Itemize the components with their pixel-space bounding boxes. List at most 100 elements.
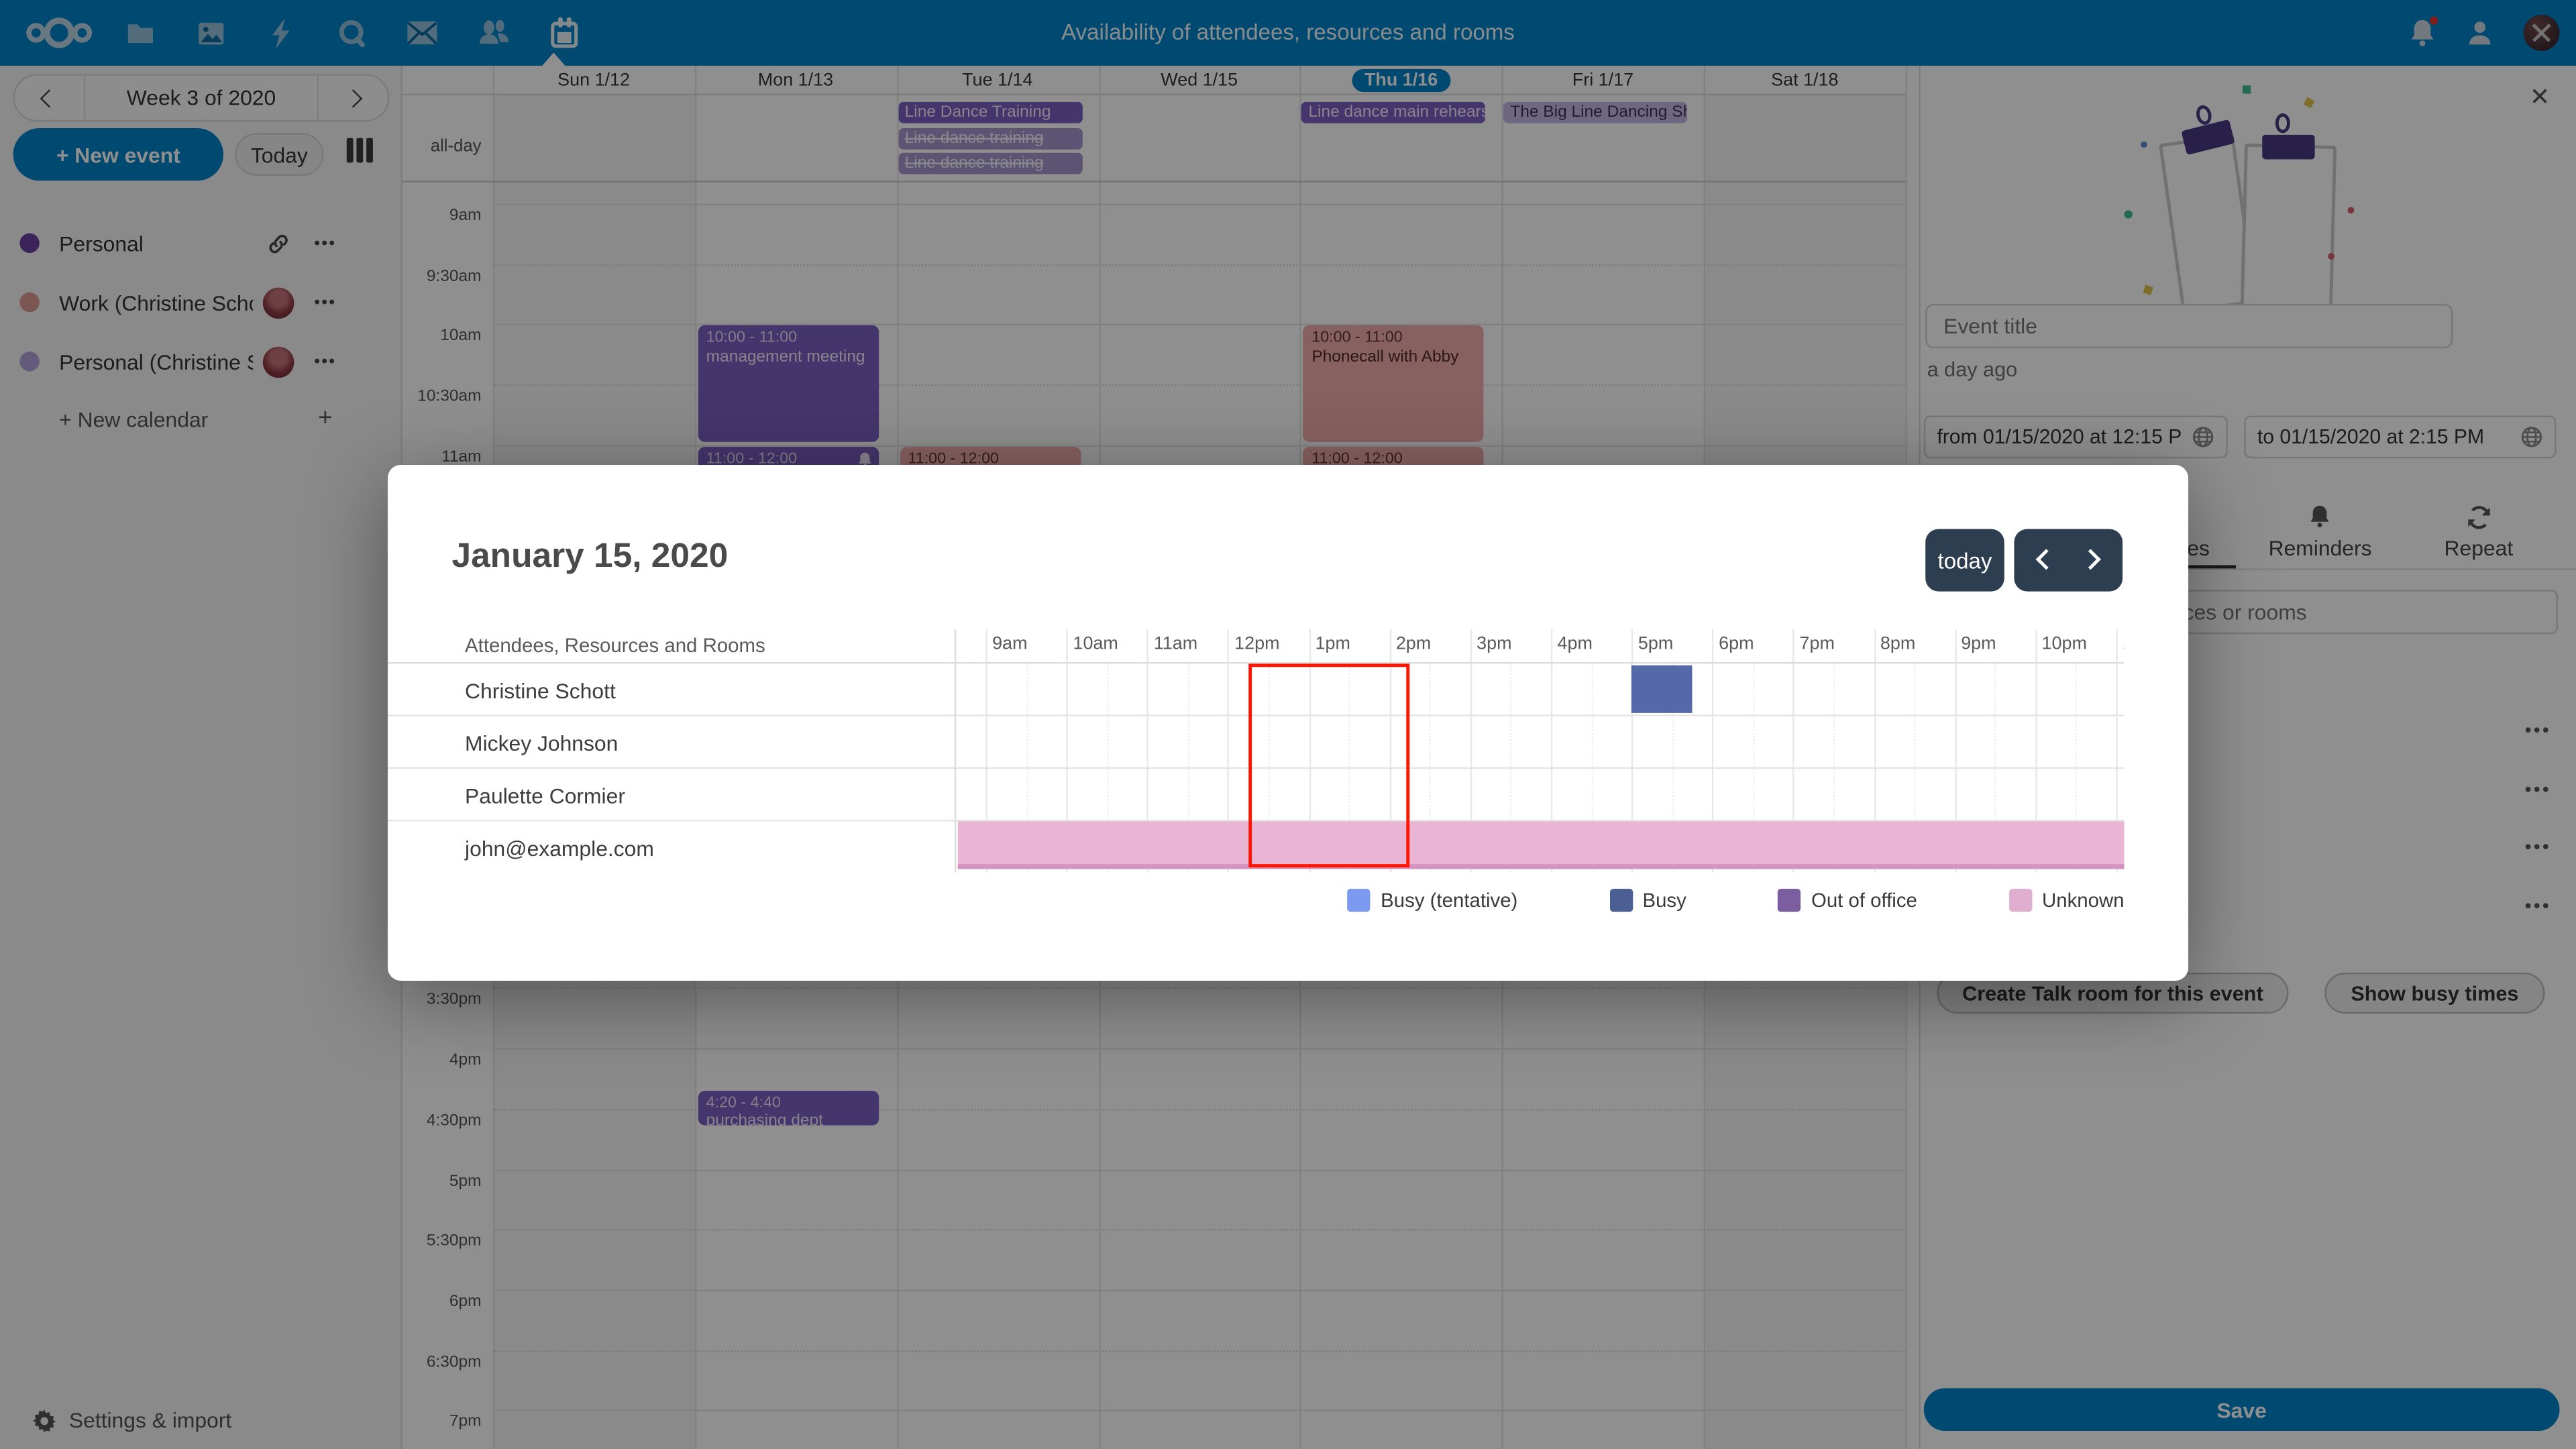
allday-event[interactable]: Line dance training [898,152,1082,174]
calendar-label: Work (Christine Schott) [59,290,253,315]
nextcloud-logo-icon[interactable] [21,13,97,53]
contacts-icon[interactable] [475,15,511,51]
day-header[interactable]: Sat 1/18 [1704,66,1906,94]
day-header[interactable]: Thu 1/16 [1300,66,1502,94]
share-link-icon[interactable] [260,227,296,260]
tab-reminders[interactable]: Reminders [2241,502,2399,570]
time-gutter-label: 7pm [449,1413,482,1432]
event-title: purchasing dept [706,1112,823,1126]
time-gutter-label: 6:30pm [426,1353,482,1372]
grid-line [492,1350,1906,1352]
files-icon[interactable] [121,15,158,51]
calendar-event[interactable]: 10:00 - 11:00 management meeting [698,325,879,442]
new-calendar-plus-icon[interactable]: + [318,404,333,433]
event-time: 10:00 - 11:00 [706,329,798,347]
save-button[interactable]: Save [1923,1388,2560,1432]
tab-repeat[interactable]: Repeat [2400,502,2558,570]
event-time: 4:20 - 4:40 [706,1093,781,1112]
availability-table: Attendees, Resources and Rooms 9am 10am 11… [387,629,2125,873]
modal-hour-label: 1pm [1315,634,1350,654]
to-datetime-field[interactable]: to 01/15/2020 at 2:15 PM [2244,415,2557,459]
calendar-actions-menu[interactable]: ••• [314,352,337,371]
modal-grid-line [1874,629,1876,873]
event-title-field[interactable]: Event title [1925,304,2453,349]
show-busy-times-button[interactable]: Show busy times [2324,972,2545,1014]
timezone-globe-icon[interactable] [2520,425,2543,448]
availability-modal: January 15, 2020 today Attendees, Resour… [387,465,2189,981]
legend-swatch [1609,888,1633,912]
event-time: 10:00 - 11:00 [1311,329,1403,347]
day-header[interactable]: Sun 1/12 [493,66,695,94]
calendar-icon[interactable] [545,15,582,51]
legend-item: Busy (tentative) [1348,888,1517,912]
modal-grid-line [1631,629,1633,873]
calendar-color-dot [19,352,40,372]
notifications-bell-icon[interactable] [2408,16,2438,48]
week-label[interactable]: Week 3 of 2020 [126,85,276,111]
day-header-label: Thu 1/16 [1351,68,1451,91]
notification-dot [2430,16,2438,25]
modal-hour-label: 9pm [1961,634,1996,654]
row-actions-menu[interactable]: ••• [2524,897,2552,917]
availability-selection[interactable] [1248,663,1410,868]
modal-prev-next-buttons [2014,529,2123,592]
modal-grid-line [985,629,987,873]
allday-event[interactable]: Line dance training [898,127,1082,149]
settings-import-button[interactable]: Settings & import [32,1408,231,1433]
modal-grid-line [1954,629,1956,873]
allday-event[interactable]: Line dance main rehearsal [1301,101,1486,123]
day-header[interactable]: Mon 1/13 [695,66,897,94]
day-header[interactable]: Tue 1/14 [896,66,1098,94]
modal-today-button[interactable]: today [1925,529,2004,592]
modal-hour-label: 3pm [1477,634,1512,654]
availability-busy-block [1631,665,1693,713]
modal-hour-label: 5pm [1638,634,1674,654]
modal-hour-label: 7pm [1799,634,1835,654]
row-actions-menu[interactable]: ••• [2524,780,2552,800]
photos-icon[interactable] [193,15,229,51]
from-datetime-value: from 01/15/2020 at 12:15 PM [1937,425,2184,449]
new-event-button[interactable]: + New event [13,128,224,181]
calendar-color-dot [19,292,40,313]
modal-hour-label: 12pm [1234,634,1280,654]
next-day-button[interactable] [2080,545,2101,575]
grid-line [492,1169,1906,1171]
sidebar-calendar-item[interactable]: Personal ••• [0,227,402,260]
modal-grid-line [1550,629,1553,873]
row-actions-menu[interactable]: ••• [2524,721,2552,741]
previous-day-button[interactable] [2035,545,2057,575]
sidebar-calendar-item[interactable]: Personal (Christine Scho…) ••• [0,345,402,378]
day-header[interactable]: Fri 1/17 [1502,66,1704,94]
sidebar-calendar-item[interactable]: Work (Christine Schott) ••• [0,286,402,319]
calendar-event[interactable]: 4:20 - 4:40 purchasing dept [698,1089,879,1126]
grid-line [492,203,1906,206]
attendee-name: Paulette Cormier [465,784,625,808]
calendar-actions-menu[interactable]: ••• [314,233,337,252]
today-button[interactable]: Today [235,133,324,176]
contacts-menu-icon[interactable] [2466,18,2494,48]
calendar-event[interactable]: 10:00 - 11:00 Phonecall with Abby [1303,325,1485,442]
activity-icon[interactable] [263,15,299,51]
from-datetime-field[interactable]: from 01/15/2020 at 12:15 PM [1923,415,2228,459]
grid-line [492,1289,1906,1291]
last-modified-label: a day ago [1927,358,2018,382]
allday-event[interactable]: The Big Line Dancing Show [1503,101,1688,123]
row-actions-menu[interactable]: ••• [2524,838,2552,859]
new-calendar-button[interactable]: + New calendar [59,407,209,433]
modal-grid-line [2116,629,2118,873]
timezone-globe-icon[interactable] [2192,425,2214,448]
avatar[interactable] [260,345,296,378]
user-avatar[interactable] [2523,15,2560,51]
day-header[interactable]: Wed 1/15 [1098,66,1300,94]
close-icon[interactable]: ✕ [2529,83,2551,112]
talk-icon[interactable] [333,15,370,51]
grid-line [492,1108,1906,1111]
grid-line [492,324,1906,326]
allday-event[interactable]: Line Dance Training [898,101,1082,123]
day-header-label: Sat 1/18 [1771,70,1839,90]
avatar[interactable] [260,286,296,319]
week-view-icon[interactable] [346,138,373,163]
mail-icon[interactable] [404,15,440,51]
calendar-actions-menu[interactable]: ••• [314,293,337,312]
tab-label: Reminders [2268,535,2372,561]
